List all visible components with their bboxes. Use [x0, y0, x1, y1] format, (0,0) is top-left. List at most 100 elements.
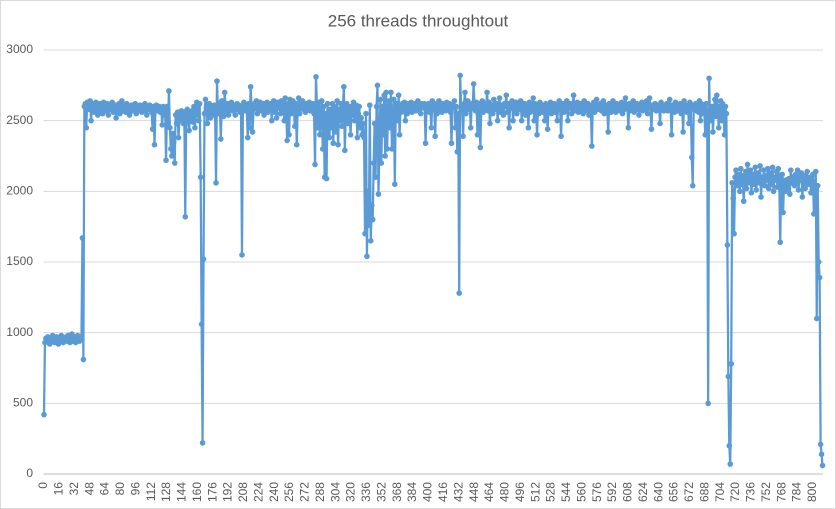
data-point — [194, 106, 201, 113]
data-point — [284, 137, 290, 144]
data-point — [237, 109, 243, 115]
data-point — [286, 132, 292, 138]
data-point — [83, 124, 90, 131]
data-point — [367, 238, 374, 244]
data-point — [391, 96, 397, 103]
data-point — [727, 461, 734, 467]
data-point — [426, 109, 433, 115]
data-point — [215, 110, 221, 117]
data-point — [744, 161, 751, 168]
data-point — [465, 98, 471, 104]
y-tick-label: 1000 — [6, 325, 33, 339]
data-point — [268, 117, 275, 124]
data-point — [377, 96, 384, 103]
data-point — [730, 195, 736, 202]
x-tick-label: 256 — [282, 482, 296, 502]
data-point — [404, 110, 411, 117]
data-point — [241, 99, 247, 106]
y-tick-label: 500 — [13, 396, 33, 410]
data-point — [724, 242, 731, 248]
data-point — [337, 117, 343, 124]
data-point — [196, 100, 203, 107]
data-point — [180, 120, 187, 127]
data-point — [198, 321, 205, 327]
data-point — [775, 165, 782, 172]
data-point — [171, 160, 178, 166]
data-point — [738, 165, 744, 172]
data-point — [293, 141, 300, 148]
x-tick-label: 368 — [390, 482, 404, 502]
data-point — [792, 171, 799, 178]
data-point — [454, 148, 461, 155]
data-point — [770, 188, 777, 195]
data-point — [149, 126, 156, 132]
data-point — [581, 98, 587, 104]
data-point — [186, 127, 192, 134]
data-point — [534, 132, 540, 138]
data-point — [754, 175, 760, 182]
data-point — [747, 167, 754, 173]
data-point — [745, 180, 752, 186]
data-point — [799, 194, 806, 200]
chart-title: 256 threads throughtout — [328, 11, 509, 30]
data-point — [394, 117, 401, 124]
data-point — [189, 107, 195, 114]
data-point — [453, 103, 460, 110]
data-point — [144, 112, 150, 118]
data-point — [738, 181, 745, 188]
data-point — [707, 117, 713, 124]
data-point — [213, 180, 219, 186]
data-point — [352, 106, 359, 113]
data-point — [161, 112, 167, 118]
data-point — [752, 164, 759, 171]
data-point — [819, 462, 826, 469]
data-point — [344, 120, 351, 127]
data-point — [201, 110, 208, 117]
data-point — [680, 129, 686, 135]
data-point — [195, 117, 202, 124]
data-point — [366, 222, 372, 229]
data-point — [713, 92, 720, 99]
x-tick-label: 528 — [544, 482, 558, 502]
data-point — [258, 107, 265, 114]
data-point — [697, 117, 704, 124]
data-point — [785, 187, 791, 193]
data-point — [356, 103, 363, 110]
data-point — [758, 194, 764, 200]
data-point — [708, 110, 714, 117]
data-point — [601, 110, 608, 117]
data-point — [80, 356, 87, 363]
data-point — [341, 83, 347, 90]
data-point — [163, 157, 169, 164]
data-point — [46, 341, 53, 347]
data-point — [668, 132, 675, 138]
data-point — [586, 112, 592, 118]
data-point — [281, 117, 288, 124]
data-point — [221, 89, 228, 96]
data-point — [527, 109, 534, 115]
data-point — [157, 109, 164, 115]
data-point — [167, 124, 173, 131]
data-point — [462, 89, 468, 96]
data-point — [772, 177, 779, 183]
data-point — [470, 81, 477, 87]
data-point — [763, 172, 769, 179]
data-point — [191, 103, 197, 110]
data-point — [711, 106, 717, 113]
data-point — [310, 100, 316, 107]
data-point — [415, 98, 421, 104]
data-point — [392, 181, 398, 188]
data-point — [684, 109, 690, 115]
data-point — [342, 147, 348, 154]
data-point — [522, 112, 529, 118]
data-point — [686, 120, 692, 127]
data-point — [766, 175, 773, 182]
data-point — [371, 120, 378, 127]
data-point — [619, 110, 626, 117]
data-point — [702, 132, 709, 138]
data-point — [327, 106, 334, 113]
data-point — [689, 154, 695, 161]
data-point — [373, 103, 380, 110]
data-point — [795, 187, 802, 193]
